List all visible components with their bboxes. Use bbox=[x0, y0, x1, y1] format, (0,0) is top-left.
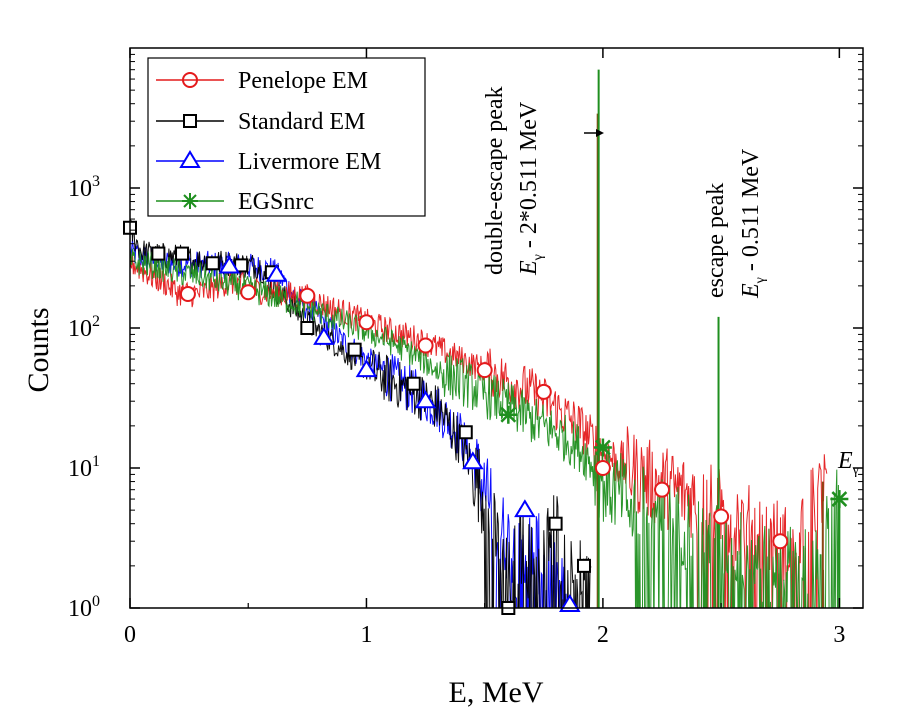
legend-marker-triangle bbox=[179, 150, 201, 168]
annotation-escape: escape peak Eγ - 0.511 MeV bbox=[703, 148, 768, 299]
series-layer bbox=[130, 218, 840, 608]
marker-triangle bbox=[355, 359, 378, 378]
double-escape-title: double-escape peak bbox=[482, 86, 508, 275]
legend-label-egsnrc: EGSnrc bbox=[238, 189, 314, 215]
marker-triangle bbox=[313, 326, 335, 345]
legend-marker-asterisk bbox=[182, 193, 198, 209]
marker-asterisk bbox=[593, 438, 612, 457]
marker-circle bbox=[594, 460, 611, 476]
marker-asterisk bbox=[830, 490, 849, 509]
legend-marker-square bbox=[183, 114, 197, 128]
x-tick-label: 1 bbox=[360, 622, 372, 648]
marker-circle bbox=[179, 285, 196, 302]
egamma-label: Eγ bbox=[837, 448, 859, 478]
marker-square bbox=[548, 516, 563, 531]
y-tick-label: 102 bbox=[68, 313, 100, 342]
marker-triangle bbox=[462, 451, 484, 470]
marker-square bbox=[300, 321, 315, 335]
x-tick-label: 0 bbox=[124, 622, 136, 648]
marker-triangle bbox=[265, 263, 288, 282]
annotation-double-escape: double-escape peak Eγ - 2*0.511 MeV bbox=[482, 86, 604, 276]
marker-circle bbox=[417, 337, 434, 354]
y-tick-label: 103 bbox=[68, 173, 100, 202]
marker-circle bbox=[772, 533, 789, 550]
double-escape-formula: Eγ - 2*0.511 MeV bbox=[516, 101, 546, 276]
series-line bbox=[130, 248, 840, 608]
marker-triangle bbox=[218, 255, 241, 274]
legend-item-penelope: Penelope EM bbox=[156, 68, 368, 94]
legend-item-standard: Standard EM bbox=[156, 109, 365, 135]
escape-title: escape peak bbox=[703, 183, 729, 298]
x-tick-label: 3 bbox=[833, 622, 845, 648]
marker-circle bbox=[240, 284, 257, 301]
marker-square bbox=[576, 558, 591, 573]
legend-marker-circle bbox=[182, 72, 198, 88]
x-axis-label: E, MeV bbox=[449, 676, 544, 709]
marker-asterisk bbox=[499, 405, 518, 424]
x-tick-label: 2 bbox=[597, 622, 609, 648]
arrow-head-icon bbox=[596, 129, 604, 137]
marker-square bbox=[175, 246, 190, 261]
y-tick-label: 100 bbox=[68, 593, 100, 622]
marker-triangle bbox=[514, 499, 536, 518]
marker-circle bbox=[476, 362, 493, 379]
marker-triangle bbox=[414, 390, 437, 409]
marker-circle bbox=[713, 508, 730, 525]
legend-label-standard: Standard EM bbox=[238, 109, 365, 135]
marker-circle bbox=[654, 481, 671, 498]
legend-label-penelope: Penelope EM bbox=[238, 68, 368, 94]
marker-square bbox=[151, 246, 166, 261]
legend-item-livermore: Livermore EM bbox=[156, 149, 381, 175]
marker-square bbox=[347, 342, 362, 357]
escape-formula: Eγ - 0.511 MeV bbox=[738, 148, 768, 299]
annotation-egamma: Eγ bbox=[837, 448, 859, 478]
y-tick-label: 101 bbox=[68, 453, 100, 482]
legend-item-egsnrc: EGSnrc bbox=[156, 189, 314, 215]
legend: Penelope EM Standard EM Livermore EM EGS… bbox=[147, 57, 426, 217]
marker-square bbox=[205, 256, 220, 271]
marker-circle bbox=[299, 287, 316, 304]
spike-layer bbox=[596, 69, 841, 608]
marker-square bbox=[406, 376, 421, 391]
marker-circle bbox=[358, 314, 375, 331]
axis-layer: 0 1 2 3 100 101 102 103 bbox=[68, 48, 863, 648]
marker-circle bbox=[535, 383, 552, 400]
legend-label-livermore: Livermore EM bbox=[238, 149, 381, 175]
y-axis-label: Counts bbox=[22, 307, 55, 392]
marker-square bbox=[458, 425, 473, 440]
